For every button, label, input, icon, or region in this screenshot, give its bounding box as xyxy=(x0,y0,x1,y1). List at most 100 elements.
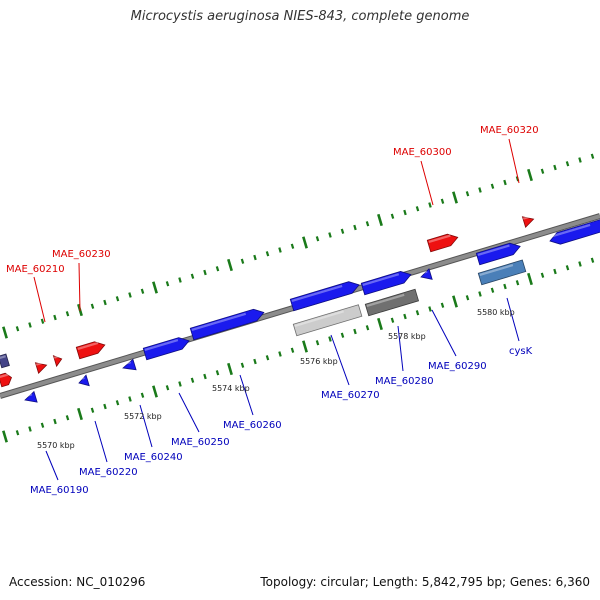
gene-feature-forward-shine xyxy=(522,215,531,220)
lower-track-tick xyxy=(478,291,482,297)
gene-label: MAE_60220 xyxy=(79,467,138,478)
lower-track-tick xyxy=(265,355,270,361)
gene-feature-reverse-shine xyxy=(191,312,247,332)
gene-feature-reverse-body xyxy=(420,268,433,280)
gene-feature-forward-body xyxy=(34,362,48,375)
upper-track-tick xyxy=(190,273,195,279)
lower-track-tick xyxy=(578,261,582,267)
lower-track-tick xyxy=(203,373,207,380)
label-leader-line xyxy=(45,450,59,481)
gene-feature-reverse-shine xyxy=(144,339,179,352)
upper-track-tick xyxy=(440,198,445,204)
upper-track-tick xyxy=(128,292,132,298)
gene-feature-reverse xyxy=(360,271,412,296)
label-leader-line xyxy=(139,404,153,448)
gene-feature-forward-shine xyxy=(35,361,44,366)
gene-feature-forward xyxy=(34,361,48,375)
upper-track-tick xyxy=(428,202,432,208)
gene-label: MAE_60290 xyxy=(428,361,487,372)
lower-track-tick xyxy=(140,392,145,398)
gene-feature-reverse-body xyxy=(360,271,412,296)
upper-track-tick xyxy=(590,153,595,159)
upper-track-tick xyxy=(390,213,395,219)
label-leader-line xyxy=(94,420,108,463)
lower-track-tick xyxy=(215,370,220,376)
gene-feature-reverse-shine xyxy=(77,376,85,381)
upper-track-tick xyxy=(278,247,282,253)
upper-track-tick xyxy=(527,168,533,182)
lower-track-tick xyxy=(377,317,383,331)
label-leader-line xyxy=(508,138,520,184)
gene-feature-reverse xyxy=(142,337,190,361)
gene-feature-forward xyxy=(0,372,12,388)
upper-track-tick xyxy=(265,251,270,257)
upper-track-tick xyxy=(340,228,345,234)
lower-track-tick xyxy=(165,385,170,391)
gene-feature-forward-shine xyxy=(53,355,60,359)
gene-feature-reverse xyxy=(77,374,90,387)
label-leader-line xyxy=(178,392,200,433)
lower-tick-track xyxy=(2,257,595,443)
upper-track-tick xyxy=(253,254,257,261)
lower-track-tick xyxy=(503,283,507,290)
gene-feature-highlight-body xyxy=(364,288,420,317)
upper-track-tick xyxy=(490,183,495,189)
gene-label: MAE_60320 xyxy=(480,125,539,136)
gene-label: MAE_60280 xyxy=(375,376,434,387)
lower-track-tick xyxy=(240,362,245,368)
upper-track-tick xyxy=(578,157,582,163)
gene-feature-reverse-shine xyxy=(0,355,6,360)
lower-track-tick xyxy=(452,295,458,308)
gene-feature-reverse-body xyxy=(189,308,265,341)
lower-track-tick xyxy=(353,328,357,335)
scale-label: 5570 kbp xyxy=(37,441,75,450)
lower-track-tick xyxy=(65,415,70,421)
lower-track-tick xyxy=(278,351,282,357)
gene-feature-reverse xyxy=(419,268,433,280)
lower-track-tick xyxy=(53,418,57,425)
gene-label: MAE_60260 xyxy=(223,420,282,431)
lower-track-tick xyxy=(390,317,395,323)
lower-track-tick xyxy=(40,422,45,428)
gene-label: MAE_60190 xyxy=(30,485,89,496)
lower-track-tick xyxy=(415,310,420,316)
upper-track-tick xyxy=(40,318,45,324)
upper-track-tick xyxy=(240,258,245,264)
gene-feature-reverse xyxy=(475,242,521,266)
lower-track-tick xyxy=(527,272,533,286)
upper-track-tick xyxy=(540,168,545,174)
gene-feature-forward xyxy=(521,215,535,229)
gene-label: MAE_60250 xyxy=(171,437,230,448)
gene-feature-forward xyxy=(75,341,106,360)
scale-label: 5572 kbp xyxy=(124,412,162,421)
upper-track-tick xyxy=(215,266,220,272)
upper-track-tick xyxy=(28,322,32,328)
lower-track-tick xyxy=(490,287,495,293)
gene-feature-reverse-shine xyxy=(121,361,131,366)
upper-track-tick xyxy=(503,179,507,186)
lower-track-tick xyxy=(290,347,295,353)
gene-feature-reverse-body xyxy=(142,337,190,361)
lower-track-tick xyxy=(515,280,520,286)
label-leader-line xyxy=(397,325,404,372)
lower-track-tick xyxy=(77,407,83,421)
lower-track-tick xyxy=(152,385,158,398)
label-leader-line xyxy=(431,309,457,357)
upper-track-tick xyxy=(115,296,120,302)
upper-track-tick xyxy=(2,326,8,339)
accession-text: Accession: NC_010296 xyxy=(9,575,146,589)
gene-feature-reverse-body xyxy=(122,358,137,371)
upper-track-tick xyxy=(328,232,332,238)
upper-track-tick xyxy=(140,288,145,294)
upper-track-tick xyxy=(365,221,370,227)
gene-feature-reverse xyxy=(189,308,265,341)
lower-track-tick xyxy=(253,358,257,365)
lower-track-tick xyxy=(553,268,557,275)
upper-track-tick xyxy=(203,269,207,276)
label-leader-line xyxy=(420,160,434,206)
gene-feature-highlight-shine xyxy=(294,310,345,328)
gene-labels: MAE_60210 MAE_60230 MAE_60300 MAE_60320 MAE_… xyxy=(6,125,539,496)
genome-summary-text: Topology: circular; Length: 5,842,795 bp… xyxy=(260,575,590,589)
lower-track-tick xyxy=(15,430,20,436)
